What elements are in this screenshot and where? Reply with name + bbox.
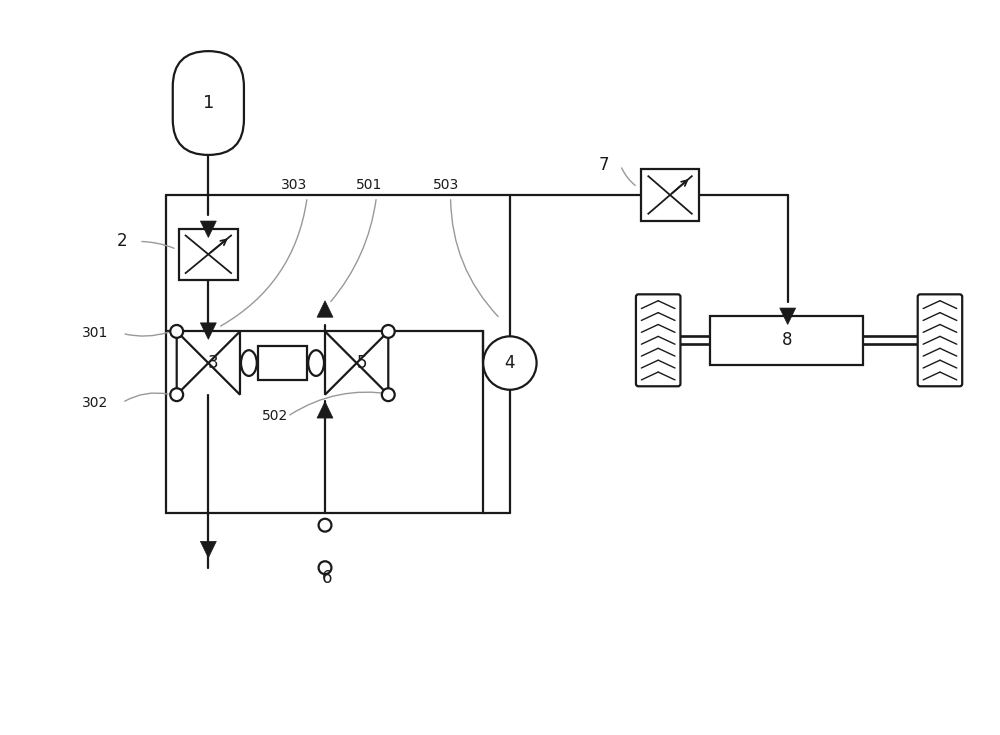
Ellipse shape xyxy=(241,350,257,376)
Bar xyxy=(179,229,238,280)
Polygon shape xyxy=(317,401,333,418)
FancyBboxPatch shape xyxy=(918,294,962,387)
Polygon shape xyxy=(780,308,796,324)
Text: 1: 1 xyxy=(203,94,214,112)
Circle shape xyxy=(382,388,395,401)
Polygon shape xyxy=(177,331,208,395)
FancyBboxPatch shape xyxy=(173,51,244,155)
Polygon shape xyxy=(357,331,388,395)
Polygon shape xyxy=(200,542,216,558)
Text: 3: 3 xyxy=(208,354,219,372)
Polygon shape xyxy=(325,331,357,395)
Circle shape xyxy=(319,562,331,574)
Circle shape xyxy=(319,519,331,531)
Text: 6: 6 xyxy=(322,569,332,587)
Circle shape xyxy=(483,337,537,390)
Polygon shape xyxy=(200,221,216,237)
Circle shape xyxy=(170,388,183,401)
Circle shape xyxy=(382,325,395,338)
Text: 302: 302 xyxy=(82,395,108,409)
Text: 301: 301 xyxy=(81,326,108,340)
Polygon shape xyxy=(200,323,216,340)
Text: 4: 4 xyxy=(505,354,515,372)
FancyBboxPatch shape xyxy=(636,294,680,387)
Polygon shape xyxy=(317,301,333,318)
Text: 502: 502 xyxy=(261,409,288,423)
Text: 7: 7 xyxy=(599,157,609,174)
Bar xyxy=(641,169,699,220)
Polygon shape xyxy=(208,331,240,395)
Text: 8: 8 xyxy=(781,331,792,349)
Bar xyxy=(258,346,307,380)
Text: 503: 503 xyxy=(432,178,459,192)
Circle shape xyxy=(170,325,183,338)
Text: 2: 2 xyxy=(117,232,128,251)
Bar xyxy=(166,331,483,513)
Text: 303: 303 xyxy=(281,178,307,192)
Ellipse shape xyxy=(308,350,324,376)
Text: 501: 501 xyxy=(356,178,383,192)
Text: 5: 5 xyxy=(356,354,367,372)
Bar xyxy=(710,315,863,365)
